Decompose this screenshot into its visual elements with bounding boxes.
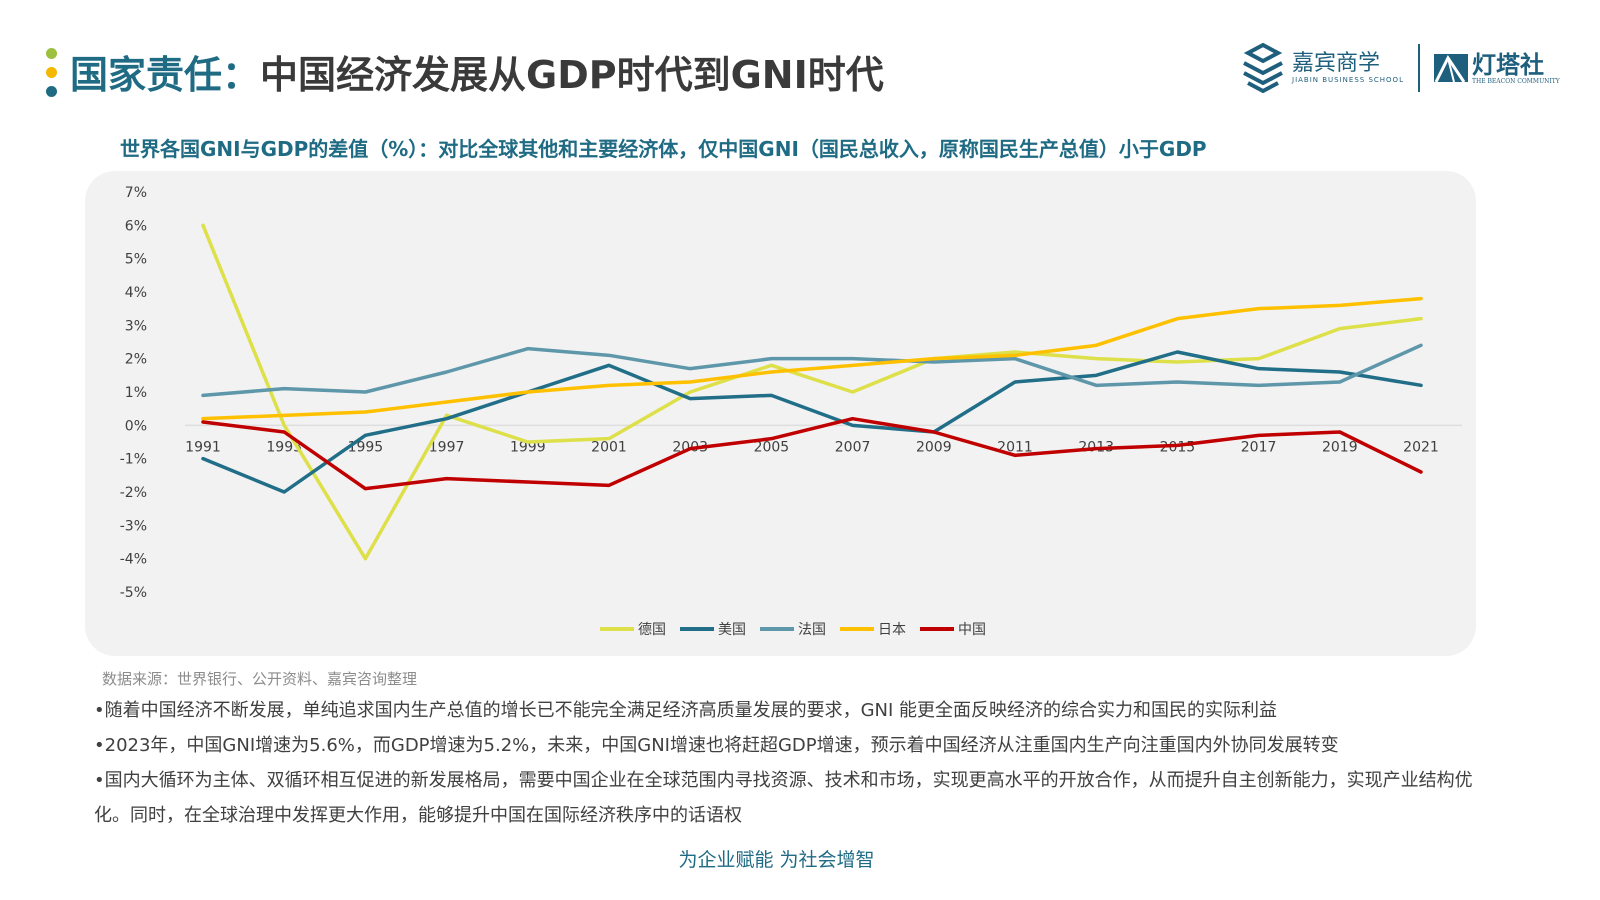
logo-divider — [1417, 44, 1420, 92]
y-tick-label: 6% — [125, 218, 147, 234]
x-tick-label: 2009 — [916, 439, 952, 455]
series-line-德国 — [201, 223, 1423, 561]
y-tick-label: 0% — [125, 418, 147, 434]
page-title: 国家责任：中国经济发展从GDP时代到GNI时代 — [70, 44, 884, 99]
bullet-item: •国内大循环为主体、双循环相互促进的新发展格局，需要中国企业在全球范围内寻找资源… — [94, 770, 1473, 826]
x-tick-label: 2019 — [1322, 439, 1358, 455]
dot-green — [46, 48, 57, 59]
jiabin-logo-icon — [1243, 43, 1283, 93]
x-tick-label: 2021 — [1403, 439, 1439, 455]
beacon-logo-icon — [1433, 54, 1468, 83]
beacon-logo: 灯塔社 THE BEACON COMMUNITY — [1433, 49, 1560, 85]
bullet-list: •随着中国经济不断发展，单纯追求国内生产总值的增长已不能完全满足经济高质量发展的… — [94, 693, 1494, 833]
y-tick-label: -4% — [120, 552, 147, 568]
jiabin-logo: 嘉宾商学 JIABIN BUSINESS SCHOOL — [1240, 43, 1404, 93]
data-source: 数据来源：世界银行、公开资料、嘉宾咨询整理 — [102, 670, 418, 688]
logos: 嘉宾商学 JIABIN BUSINESS SCHOOL 灯塔社 THE BEACON… — [1240, 40, 1560, 96]
y-tick-label: -5% — [120, 585, 147, 601]
x-tick-label: 2007 — [835, 439, 871, 455]
legend-swatch — [840, 627, 874, 631]
series-line-法国 — [201, 343, 1423, 398]
x-tick-label: 1993 — [266, 439, 302, 455]
legend-label: 德国 — [638, 622, 666, 638]
legend-item: 德国 — [600, 619, 666, 639]
y-tick-label: -3% — [120, 518, 147, 534]
legend-label: 中国 — [958, 622, 986, 638]
x-tick-label: 2005 — [754, 439, 790, 455]
series-line-美国 — [201, 350, 1423, 494]
legend-swatch — [680, 627, 714, 631]
x-tick-label: 2001 — [591, 439, 627, 455]
x-tick-label: 1995 — [348, 439, 384, 455]
x-tick-label: 1991 — [185, 439, 221, 455]
y-tick-label: -2% — [120, 485, 147, 501]
jiabin-en: JIABIN BUSINESS SCHOOL — [1292, 76, 1404, 84]
footer-slogan: 为企业赋能 为社会增智 — [678, 849, 875, 871]
series-line-日本 — [201, 296, 1423, 421]
y-tick-label: 4% — [125, 285, 147, 301]
legend-item: 美国 — [680, 619, 746, 639]
y-tick-label: 5% — [125, 252, 147, 268]
y-tick-label: 1% — [125, 385, 147, 401]
x-tick-label: 2017 — [1241, 439, 1277, 455]
legend-swatch — [760, 627, 794, 631]
series-line-中国 — [201, 416, 1423, 491]
beacon-cn: 灯塔社 — [1471, 49, 1544, 79]
legend-swatch — [600, 627, 634, 631]
y-tick-label: 7% — [125, 185, 147, 201]
y-tick-label: 3% — [125, 318, 147, 334]
legend-label: 日本 — [878, 622, 906, 638]
legend-label: 法国 — [798, 622, 826, 638]
y-tick-label: -1% — [120, 452, 147, 468]
chart-subtitle: 世界各国GNI与GDP的差值（%）：对比全球其他和主要经济体，仅中国GNI（国民… — [120, 137, 1207, 161]
title-prefix: 国家责任： — [70, 53, 261, 97]
dot-yellow — [46, 67, 57, 78]
legend-label: 美国 — [718, 622, 746, 638]
title-main: 中国经济发展从GDP时代到GNI时代 — [260, 53, 884, 97]
dot-blue — [46, 86, 57, 97]
y-tick-label: 2% — [125, 352, 147, 368]
legend-swatch — [920, 627, 954, 631]
chart-legend: 德国 美国 法国 日本 中国 — [600, 619, 986, 639]
jiabin-cn: 嘉宾商学 — [1292, 51, 1381, 76]
title-dots — [46, 48, 58, 105]
bullet-item: •随着中国经济不断发展，单纯追求国内生产总值的增长已不能完全满足经济高质量发展的… — [94, 700, 1278, 721]
legend-item: 日本 — [840, 619, 906, 639]
legend-item: 法国 — [760, 619, 826, 639]
legend-item: 中国 — [920, 619, 986, 639]
x-tick-label: 1997 — [429, 439, 465, 455]
bullet-item: •2023年，中国GNI增速为5.6%，而GDP增速为5.2%，未来，中国GNI… — [94, 735, 1339, 756]
beacon-en: THE BEACON COMMUNITY — [1471, 77, 1560, 85]
